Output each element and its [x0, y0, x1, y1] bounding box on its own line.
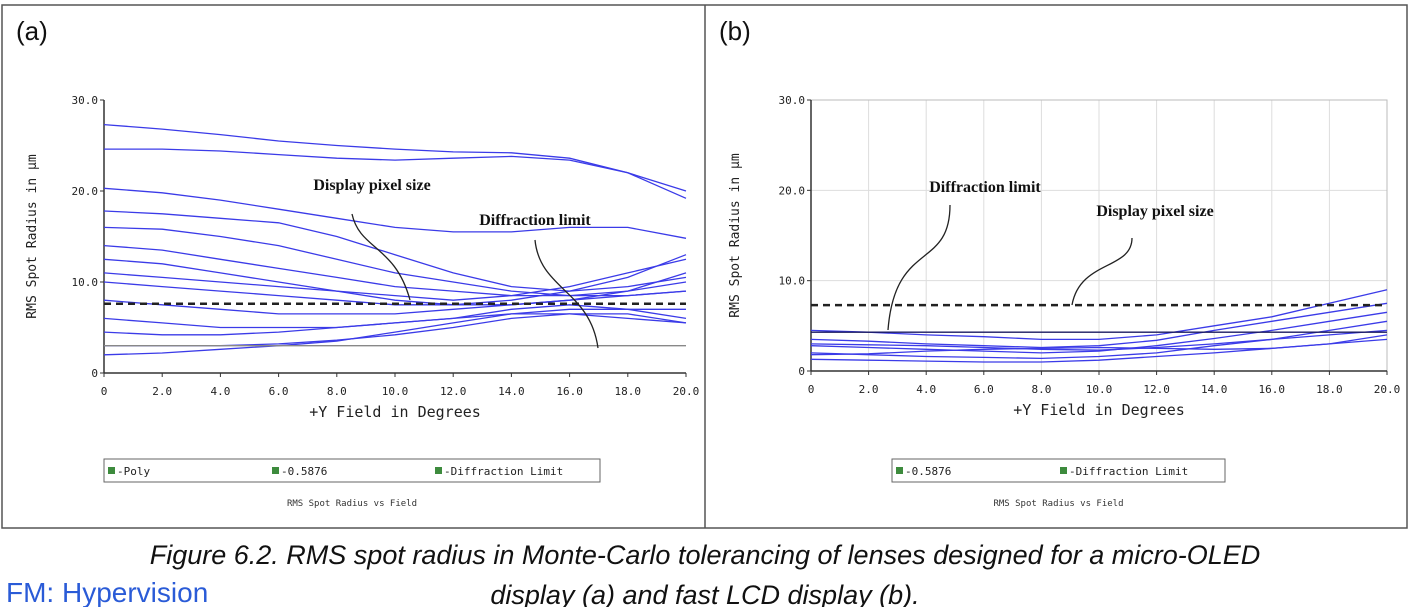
series-line	[103, 187, 687, 239]
legend-label: -0.5876	[905, 465, 951, 478]
x-tick-label: 20.0	[673, 385, 700, 398]
x-axis-label: +Y Field in Degrees	[309, 403, 481, 421]
series-line	[103, 290, 687, 315]
legend-marker	[272, 467, 279, 474]
x-tick-label: 10.0	[1086, 383, 1113, 396]
x-tick-label: 4.0	[916, 383, 936, 396]
series-line	[810, 289, 1388, 341]
x-tick-label: 20.0	[1374, 383, 1401, 396]
annotation: Diffraction limit	[929, 179, 1041, 196]
x-tick-label: 18.0	[615, 385, 642, 398]
y-tick-label: 10.0	[779, 275, 806, 288]
x-tick-label: 14.0	[498, 385, 525, 398]
x-tick-label: 0	[808, 383, 815, 396]
series-line	[103, 210, 687, 292]
legend-label: -Diffraction Limit	[1069, 465, 1188, 478]
series-line	[810, 302, 1388, 349]
y-tick-label: 10.0	[72, 276, 99, 289]
annotation-pointer	[1071, 237, 1133, 306]
legend-label: -Poly	[117, 465, 150, 478]
series-line	[103, 258, 687, 306]
x-tick-label: 14.0	[1201, 383, 1228, 396]
annotation: Display pixel size	[313, 177, 430, 194]
x-tick-label: 12.0	[440, 385, 467, 398]
series-line	[810, 334, 1388, 356]
annotation-pointer	[351, 213, 411, 301]
panel-label: (a)	[16, 16, 48, 46]
caption: display (a) and fast LCD display (b).	[490, 580, 919, 607]
caption: Figure 6.2. RMS spot radius in Monte-Car…	[150, 540, 1261, 570]
series-line	[103, 226, 687, 297]
x-tick-label: 16.0	[1259, 383, 1286, 396]
legend-label: -Diffraction Limit	[444, 465, 563, 478]
legend-box	[891, 458, 1226, 483]
y-tick-label: 20.0	[779, 184, 806, 197]
series-line	[103, 123, 687, 199]
y-axis-label: RMS Spot Radius in µm	[728, 153, 743, 318]
x-tick-label: 6.0	[269, 385, 289, 398]
x-tick-label: 8.0	[327, 385, 347, 398]
y-tick-label: 30.0	[72, 94, 99, 107]
chart-title: RMS Spot Radius vs Field	[287, 499, 417, 509]
x-tick-label: 6.0	[974, 383, 994, 396]
x-tick-label: 8.0	[1031, 383, 1051, 396]
x-tick-label: 2.0	[152, 385, 172, 398]
y-tick-label: 30.0	[779, 94, 806, 107]
legend-marker	[896, 467, 903, 474]
annotation: Display pixel size	[1096, 203, 1213, 220]
x-tick-label: 18.0	[1316, 383, 1343, 396]
annotation-pointer	[887, 204, 951, 331]
x-tick-label: 12.0	[1143, 383, 1170, 396]
x-tick-label: 16.0	[556, 385, 583, 398]
credit: FM: Hypervision	[6, 577, 208, 607]
legend-label: -0.5876	[281, 465, 327, 478]
x-axis-label: +Y Field in Degrees	[1013, 401, 1185, 419]
y-tick-label: 0	[91, 367, 98, 380]
x-tick-label: 2.0	[859, 383, 879, 396]
series-line	[103, 308, 686, 356]
y-axis-label: RMS Spot Radius in µm	[25, 154, 40, 319]
legend-box	[103, 458, 601, 483]
legend-marker	[108, 467, 115, 474]
x-tick-label: 4.0	[210, 385, 230, 398]
chart-title: RMS Spot Radius vs Field	[993, 499, 1123, 509]
series-line	[103, 258, 687, 301]
legend-marker	[435, 467, 442, 474]
y-tick-label: 20.0	[72, 185, 99, 198]
annotation-pointer	[534, 239, 599, 349]
x-tick-label: 10.0	[382, 385, 409, 398]
y-tick-label: 0	[798, 365, 805, 378]
panel-label: (b)	[719, 16, 751, 46]
series-line	[103, 313, 687, 336]
x-tick-label: 0	[101, 385, 108, 398]
series-line	[810, 320, 1388, 351]
legend-marker	[1060, 467, 1067, 474]
series-line	[104, 148, 687, 192]
annotation: Diffraction limit	[479, 212, 591, 229]
series-line	[810, 311, 1388, 354]
series-line	[810, 329, 1388, 360]
series-line	[103, 244, 687, 297]
